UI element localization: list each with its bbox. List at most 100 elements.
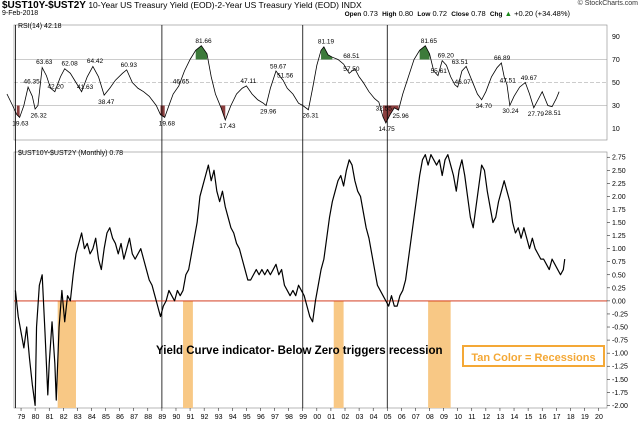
rsi-value-label: 47.11 bbox=[240, 78, 256, 85]
xtick-label: 83 bbox=[74, 414, 82, 421]
rsi-value-label: 63.63 bbox=[36, 59, 53, 66]
rsi-tick-label: 70 bbox=[612, 57, 620, 64]
main-ytick-label: -1.75 bbox=[612, 390, 628, 397]
rsi-value-label: 46.07 bbox=[455, 79, 472, 86]
low-label: Low bbox=[417, 11, 431, 18]
main-panel: 2.75 2.50 2.25 2.00 1.75 1.50 1.25 1.00 0.75 0.50… bbox=[13, 25, 628, 421]
xtick-label: 18 bbox=[567, 414, 575, 421]
rsi-value-label: 41.63 bbox=[77, 84, 94, 91]
chart-header: $UST10Y-$UST2Y 10-Year US Treasury Yield… bbox=[2, 0, 362, 11]
symbol: $UST10Y-$UST2Y bbox=[2, 0, 86, 11]
main-ytick-label: 1.75 bbox=[612, 207, 626, 214]
chart-date: 9-Feb-2018 bbox=[2, 10, 39, 17]
main-ytick-label: -0.50 bbox=[612, 325, 628, 332]
main-ytick-label: 0.00 bbox=[612, 298, 626, 305]
xtick-label: 80 bbox=[32, 414, 40, 421]
index-tag: INDX bbox=[341, 0, 362, 10]
main-ytick-label: -1.00 bbox=[612, 351, 628, 358]
recession-legend-box: Tan Color = Recessions bbox=[462, 345, 605, 367]
rsi-value-label: 14.75 bbox=[378, 126, 395, 133]
rsi-value-label: 17.43 bbox=[219, 123, 236, 130]
main-ytick-label: 0.75 bbox=[612, 259, 626, 266]
rsi-value-label: 34.70 bbox=[476, 103, 493, 110]
xtick-label: 94 bbox=[229, 414, 237, 421]
rsi-value-label: 64.42 bbox=[87, 58, 104, 65]
high-value: 0.80 bbox=[398, 9, 414, 18]
main-ytick-label: -1.50 bbox=[612, 377, 628, 384]
xtick-label: 92 bbox=[201, 414, 209, 421]
rsi-title: RSI(14) 42.18 bbox=[18, 23, 62, 30]
open-value: 0.73 bbox=[363, 9, 378, 18]
main-ytick-label: 1.50 bbox=[612, 220, 626, 227]
main-ytick-label: 1.25 bbox=[612, 233, 626, 240]
rsi-value-label: 25.96 bbox=[393, 113, 410, 120]
xtick-label: 90 bbox=[172, 414, 180, 421]
main-ytick-label: -0.75 bbox=[612, 338, 628, 345]
main-ytick-label: 1.00 bbox=[612, 246, 626, 253]
xtick-label: 95 bbox=[243, 414, 251, 421]
open-label: Open bbox=[344, 11, 362, 18]
xtick-label: 82 bbox=[60, 414, 68, 421]
main-ytick-label: -2.00 bbox=[612, 403, 628, 410]
xtick-label: 01 bbox=[327, 414, 335, 421]
xtick-label: 17 bbox=[553, 414, 561, 421]
ohlc-stats: Open 0.73 High 0.80 Low 0.72 Close 0.78 … bbox=[345, 9, 570, 18]
xtick-label: 00 bbox=[313, 414, 321, 421]
rsi-value-label: 62.08 bbox=[62, 61, 79, 68]
rsi-value-label: 42.20 bbox=[47, 83, 64, 90]
rsi-value-label: 26.31 bbox=[302, 113, 319, 120]
xtick-label: 98 bbox=[285, 414, 293, 421]
xtick-label: 08 bbox=[426, 414, 434, 421]
xtick-label: 02 bbox=[342, 414, 350, 421]
rsi-value-label: 47.51 bbox=[500, 77, 517, 84]
xtick-label: 91 bbox=[187, 414, 195, 421]
xtick-label: 14 bbox=[511, 414, 519, 421]
rsi-value-label: 69.20 bbox=[438, 52, 455, 59]
rsi-value-label: 57.50 bbox=[343, 66, 360, 73]
xtick-label: 16 bbox=[539, 414, 547, 421]
description: 10-Year US Treasury Yield (EOD)-2-Year U… bbox=[88, 0, 340, 10]
recession-band bbox=[333, 300, 344, 408]
xtick-label: 93 bbox=[215, 414, 223, 421]
xtick-label: 15 bbox=[525, 414, 533, 421]
rsi-value-label: 81.66 bbox=[195, 38, 212, 45]
high-label: High bbox=[382, 11, 397, 18]
xtick-label: 88 bbox=[144, 414, 152, 421]
rsi-value-label: 27.79 bbox=[528, 111, 545, 118]
rsi-value-label: 49.67 bbox=[521, 75, 538, 82]
rsi-value-label: 81.19 bbox=[318, 39, 335, 46]
recession-band bbox=[183, 300, 193, 408]
close-value: 0.78 bbox=[471, 9, 486, 18]
up-arrow-icon: ▲ bbox=[504, 9, 513, 18]
main-ytick-label: 2.00 bbox=[612, 194, 626, 201]
rsi-tick-label: 10 bbox=[612, 126, 620, 133]
xtick-label: 09 bbox=[440, 414, 448, 421]
spread-line bbox=[14, 154, 566, 406]
xtick-label: 89 bbox=[158, 414, 166, 421]
rsi-value-label: 46.35 bbox=[23, 79, 40, 86]
main-ytick-label: 0.25 bbox=[612, 285, 626, 292]
rsi-line bbox=[6, 45, 560, 124]
main-ytick-label: -1.25 bbox=[612, 364, 628, 371]
rsi-value-label: 30.24 bbox=[502, 108, 519, 115]
xtick-label: 85 bbox=[102, 414, 110, 421]
rsi-value-label: 59.67 bbox=[270, 63, 287, 70]
main-ytick-label: -0.25 bbox=[612, 311, 628, 318]
rsi-value-label: 51.56 bbox=[277, 73, 294, 80]
low-value: 0.72 bbox=[432, 9, 448, 18]
xtick-label: 99 bbox=[299, 414, 307, 421]
chg-value: +0.20 (+34.48%) bbox=[514, 9, 570, 18]
rsi-value-label: 60.93 bbox=[121, 62, 138, 69]
xtick-label: 05 bbox=[384, 414, 392, 421]
rsi-tick-label: 50 bbox=[612, 80, 620, 87]
xtick-label: 12 bbox=[482, 414, 490, 421]
main-title: $UST10Y-$UST2Y (Monthly) 0.78 bbox=[18, 150, 123, 157]
xtick-label: 06 bbox=[398, 414, 406, 421]
xtick-label: 10 bbox=[454, 414, 462, 421]
rsi-value-label: 19.63 bbox=[12, 120, 29, 127]
xtick-label: 81 bbox=[46, 414, 54, 421]
rsi-value-label: 29.96 bbox=[260, 109, 277, 116]
main-ytick-label: 2.75 bbox=[612, 155, 626, 162]
rsi-overbought-fill bbox=[321, 46, 333, 60]
rsi-tick-label: 30 bbox=[612, 103, 620, 110]
